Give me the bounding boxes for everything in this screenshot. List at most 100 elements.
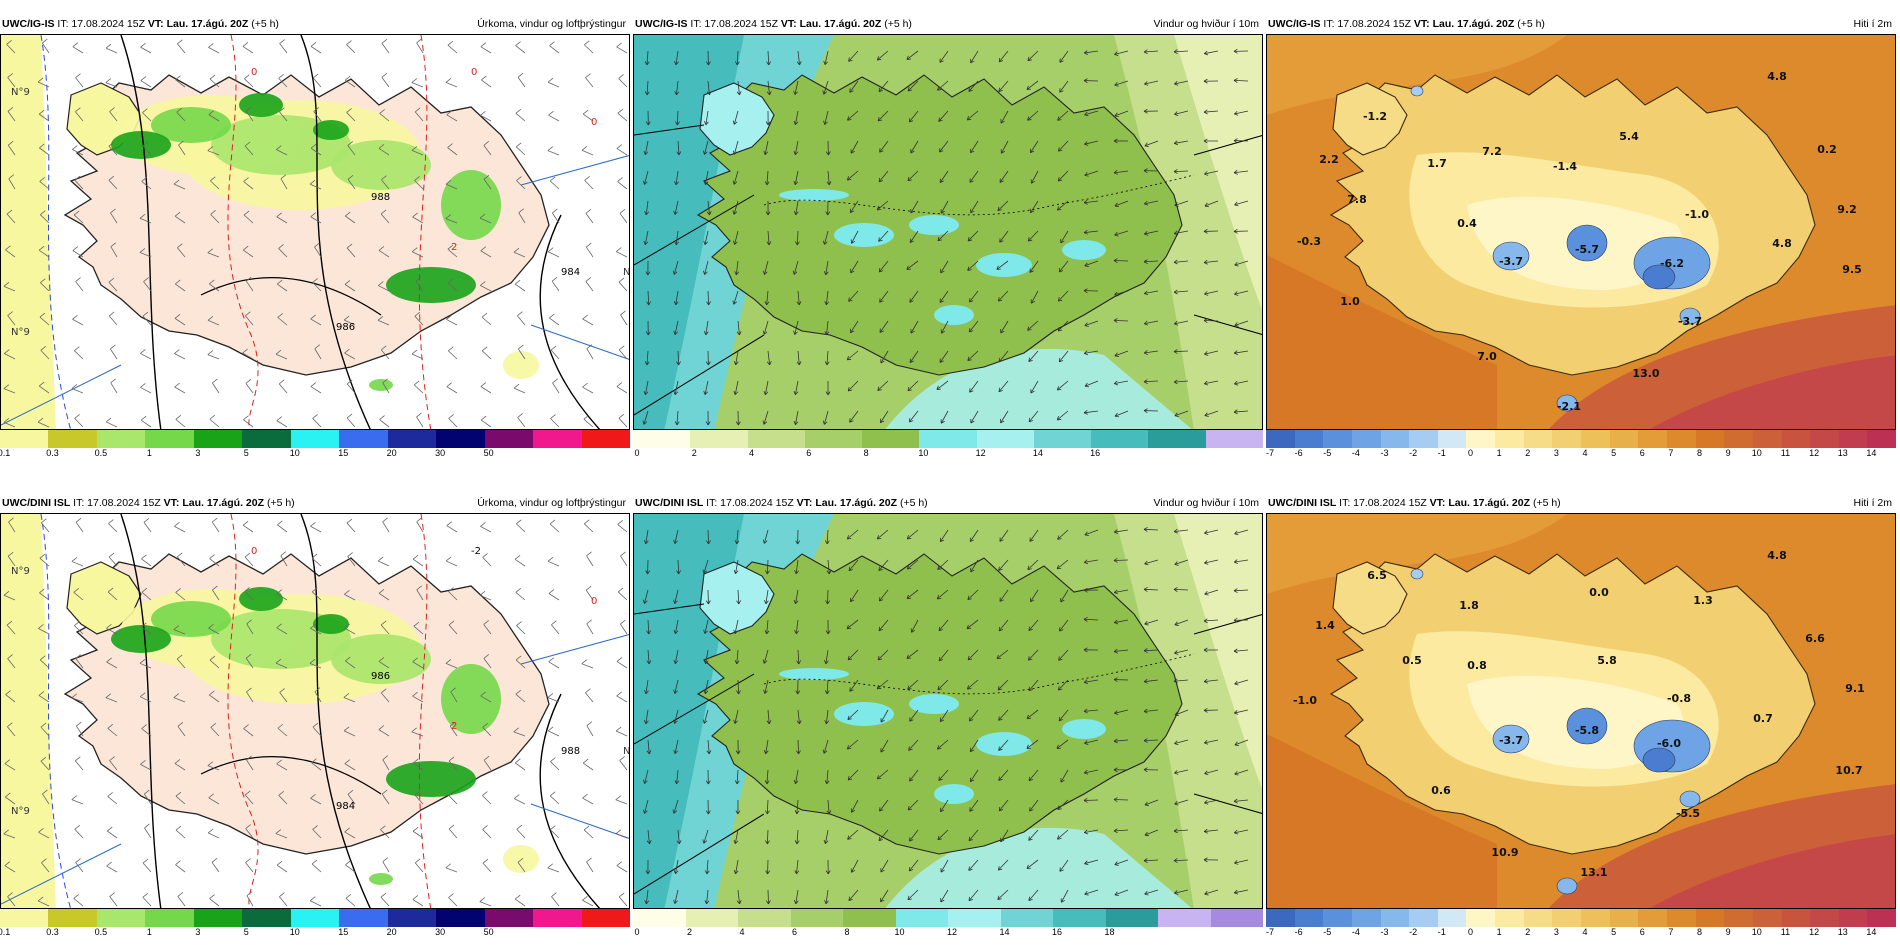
color-scale-tick: 3 bbox=[1553, 927, 1559, 937]
contour-label: 0 bbox=[471, 67, 477, 78]
map-panel-wind: UWC/IG-IS IT: 17.08.2024 15Z VT: Lau. 17… bbox=[633, 14, 1263, 462]
contour-label: 2 bbox=[451, 242, 457, 253]
map-area: -1.2 2.2 1.7 7.2 -1.4 5.4 4.8 0.2 7.8 0.4 -1.0 9.2 -… bbox=[1266, 34, 1896, 430]
color-scale-tick: 14 bbox=[1866, 927, 1877, 937]
temperature-label: 0.5 bbox=[1402, 654, 1422, 667]
color-scale-tick: 13 bbox=[1837, 927, 1848, 937]
panel-title: Úrkoma, vindur og loftþrýstingur bbox=[477, 18, 626, 30]
model-name: UWC/DINI ISL bbox=[635, 497, 704, 509]
color-scale-tick: 8 bbox=[863, 448, 869, 458]
map-panel-temp: UWC/DINI ISL IT: 17.08.2024 15Z VT: Lau.… bbox=[1266, 493, 1897, 941]
temperature-label: -3.7 bbox=[1499, 255, 1523, 268]
color-scale-step bbox=[1523, 909, 1553, 927]
color-scale-step bbox=[1033, 430, 1092, 448]
color-scale-step bbox=[581, 430, 631, 448]
valid-time: VT: Lau. 17.ágú. 20Z bbox=[147, 18, 249, 30]
color-scale-step bbox=[339, 909, 388, 927]
map-area bbox=[633, 513, 1263, 909]
contour-label: 986 bbox=[336, 322, 355, 333]
lead-time: (+5 h) bbox=[881, 18, 912, 30]
color-scale-step bbox=[290, 909, 340, 927]
color-scale-tick: 18 bbox=[1104, 927, 1115, 937]
color-scale-tick: -4 bbox=[1351, 927, 1360, 937]
temperature-label: 9.1 bbox=[1845, 682, 1865, 695]
temperature-label: 13.0 bbox=[1632, 367, 1659, 380]
color-scale-step bbox=[1838, 909, 1868, 927]
temperature-label: 0.7 bbox=[1753, 712, 1773, 725]
initial-time: IT: 17.08.2024 15Z bbox=[1320, 18, 1414, 30]
lead-time: (+5 h) bbox=[897, 497, 928, 509]
color-scale-step bbox=[436, 430, 485, 448]
color-scale-step bbox=[581, 909, 631, 927]
temperature-label: 6.6 bbox=[1805, 632, 1825, 645]
temperature-label: 5.4 bbox=[1619, 130, 1639, 143]
panel-header: UWC/IG-IS IT: 17.08.2024 15Z VT: Lau. 17… bbox=[633, 14, 1263, 34]
temperature-label: 9.2 bbox=[1837, 203, 1857, 216]
color-scale-step bbox=[1638, 909, 1667, 927]
color-scale-step bbox=[1409, 909, 1438, 927]
temperature-label: -5.8 bbox=[1575, 724, 1599, 737]
color-scale-tick: 2 bbox=[691, 448, 697, 458]
color-scale-step bbox=[1609, 430, 1639, 448]
color-scale-step bbox=[193, 909, 243, 927]
contour-label: 0 bbox=[591, 117, 597, 128]
color-scale-ticks: -7 -6 -5 -4 -3 -2 -1 0 1 2 3 4 5 6 7 8 9 10 11 12 13 14 bbox=[1266, 927, 1896, 941]
color-scale-tick: -2 bbox=[1409, 927, 1418, 937]
temperature-label: -1.4 bbox=[1553, 160, 1577, 173]
color-scale bbox=[0, 430, 631, 448]
color-scale-tick: 1 bbox=[1496, 448, 1502, 458]
color-scale-step bbox=[1523, 430, 1553, 448]
map-panel-temp: UWC/IG-IS IT: 17.08.2024 15Z VT: Lau. 17… bbox=[1266, 14, 1897, 462]
color-scale-step bbox=[1781, 909, 1811, 927]
color-scale-step bbox=[48, 430, 97, 448]
panel-header: UWC/IG-IS IT: 17.08.2024 15Z VT: Lau. 17… bbox=[1266, 14, 1896, 34]
temperature-label: 0.2 bbox=[1817, 143, 1837, 156]
color-scale-tick: 6 bbox=[791, 927, 798, 937]
color-scale-step bbox=[1810, 430, 1839, 448]
color-scale-tick: 50 bbox=[483, 927, 494, 937]
color-scale-step bbox=[0, 430, 49, 448]
color-scale-step bbox=[1867, 909, 1897, 927]
color-scale-tick: 20 bbox=[386, 448, 397, 458]
color-scale-tick: 10 bbox=[918, 448, 929, 458]
color-scale-tick: 12 bbox=[1809, 448, 1820, 458]
color-scale-tick: 30 bbox=[435, 927, 446, 937]
color-scale-step bbox=[1266, 430, 1295, 448]
color-scale-step bbox=[1205, 430, 1263, 448]
temperature-label: 1.0 bbox=[1340, 295, 1360, 308]
temperature-label: 0.0 bbox=[1589, 586, 1609, 599]
color-scale-tick: 5 bbox=[1611, 448, 1617, 458]
color-scale-step bbox=[1294, 909, 1324, 927]
color-scale-tick: 14 bbox=[1032, 448, 1043, 458]
initial-time: IT: 17.08.2024 15Z bbox=[54, 18, 148, 30]
temperature-label: -6.2 bbox=[1660, 257, 1684, 270]
color-scale-step bbox=[387, 430, 437, 448]
color-scale-tick: 10 bbox=[1751, 927, 1762, 937]
contour-label: 2 bbox=[451, 721, 457, 732]
color-scale-tick: 11 bbox=[1780, 927, 1791, 937]
color-scale-step bbox=[1609, 909, 1639, 927]
temperature-label: -1.2 bbox=[1363, 110, 1387, 123]
color-scale-tick: 12 bbox=[975, 448, 986, 458]
color-scale-step bbox=[1437, 430, 1467, 448]
color-scale-step bbox=[790, 909, 843, 927]
color-scale-tick: 13 bbox=[1837, 448, 1848, 458]
color-scale-tick: 3 bbox=[195, 448, 201, 458]
color-scale-tick: 15 bbox=[338, 927, 349, 937]
color-scale-step bbox=[96, 909, 146, 927]
temperature-label: -3.7 bbox=[1678, 315, 1702, 328]
color-scale-step bbox=[484, 909, 534, 927]
color-scale-step bbox=[242, 909, 291, 927]
color-scale-step bbox=[533, 909, 582, 927]
color-scale-step bbox=[1266, 909, 1295, 927]
color-scale-ticks: 0.1 0.3 0.5 1 3 5 10 15 20 30 50 bbox=[0, 448, 630, 462]
lead-time: (+5 h) bbox=[1514, 18, 1545, 30]
color-scale-tick: 0 bbox=[634, 448, 640, 458]
color-scale-step bbox=[1666, 909, 1696, 927]
contour-label: N°9 bbox=[11, 806, 30, 817]
color-scale-tick: 10 bbox=[894, 927, 905, 937]
map-area: 986 988 984 0 2 -2 0 N°9 N°9 N°9 bbox=[0, 513, 630, 909]
color-scale-step bbox=[1210, 909, 1263, 927]
lead-time: (+5 h) bbox=[1530, 497, 1561, 509]
contour-label: 988 bbox=[371, 192, 390, 203]
